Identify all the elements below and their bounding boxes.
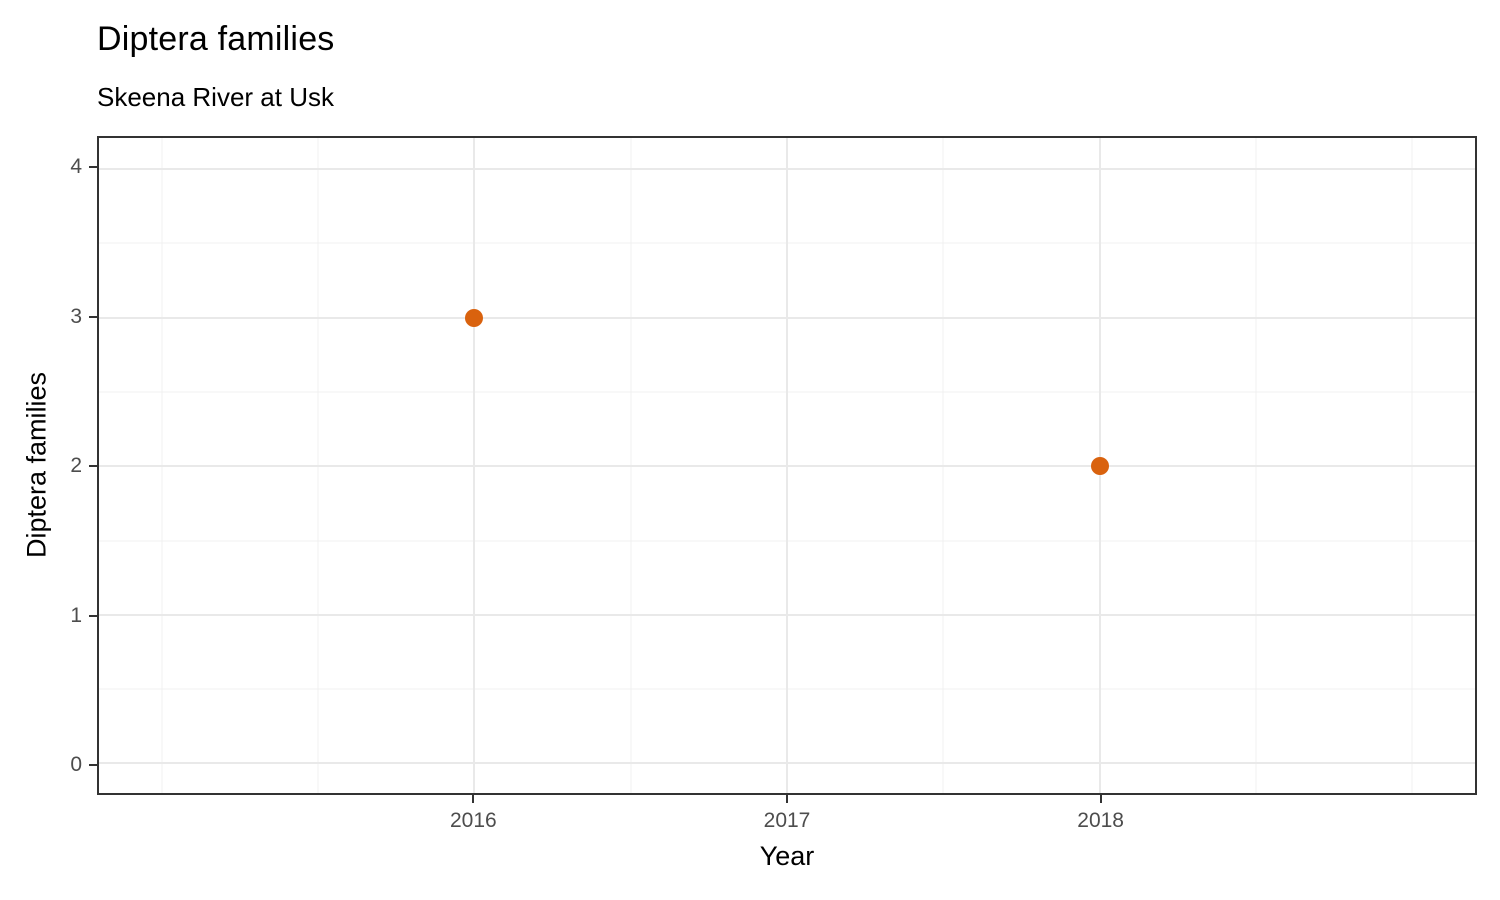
- y-axis-tick-labels: 0 1 2 3 4: [0, 136, 82, 795]
- y-axis-ticks: [89, 136, 97, 795]
- chart-subtitle: Skeena River at Usk: [97, 82, 334, 112]
- y-tick-mark: [89, 315, 97, 318]
- x-tick-mark: [472, 795, 475, 803]
- x-tick-mark: [786, 795, 788, 803]
- major-gridline-horizontal: [99, 613, 1475, 616]
- scatter-point: [1090, 457, 1109, 476]
- y-tick-label: 0: [70, 753, 82, 777]
- y-tick-mark: [89, 166, 97, 169]
- x-tick-label: 2016: [450, 809, 497, 832]
- x-axis-tick-labels: 2016 2017 2018: [97, 809, 1477, 835]
- y-tick-mark: [89, 465, 97, 468]
- y-tick-label: 1: [70, 603, 82, 627]
- x-axis-ticks: [97, 795, 1477, 803]
- x-tick-label: 2017: [763, 809, 811, 832]
- scatter-point: [465, 308, 484, 327]
- major-gridline-horizontal: [99, 762, 1475, 765]
- y-tick-label: 3: [70, 304, 82, 328]
- y-tick-label: 2: [70, 454, 82, 478]
- y-tick-mark: [89, 614, 97, 617]
- major-gridline-horizontal: [99, 465, 1475, 468]
- y-tick-label: 4: [70, 155, 82, 179]
- major-gridline-horizontal: [99, 168, 1475, 171]
- y-tick-mark: [89, 764, 97, 767]
- x-tick-mark: [1099, 795, 1102, 803]
- x-axis-title: Year: [759, 841, 815, 871]
- chart-title: Diptera families: [97, 20, 335, 58]
- major-gridline-horizontal: [99, 316, 1475, 319]
- plot-panel: [97, 136, 1477, 795]
- x-tick-label: 2018: [1077, 809, 1124, 832]
